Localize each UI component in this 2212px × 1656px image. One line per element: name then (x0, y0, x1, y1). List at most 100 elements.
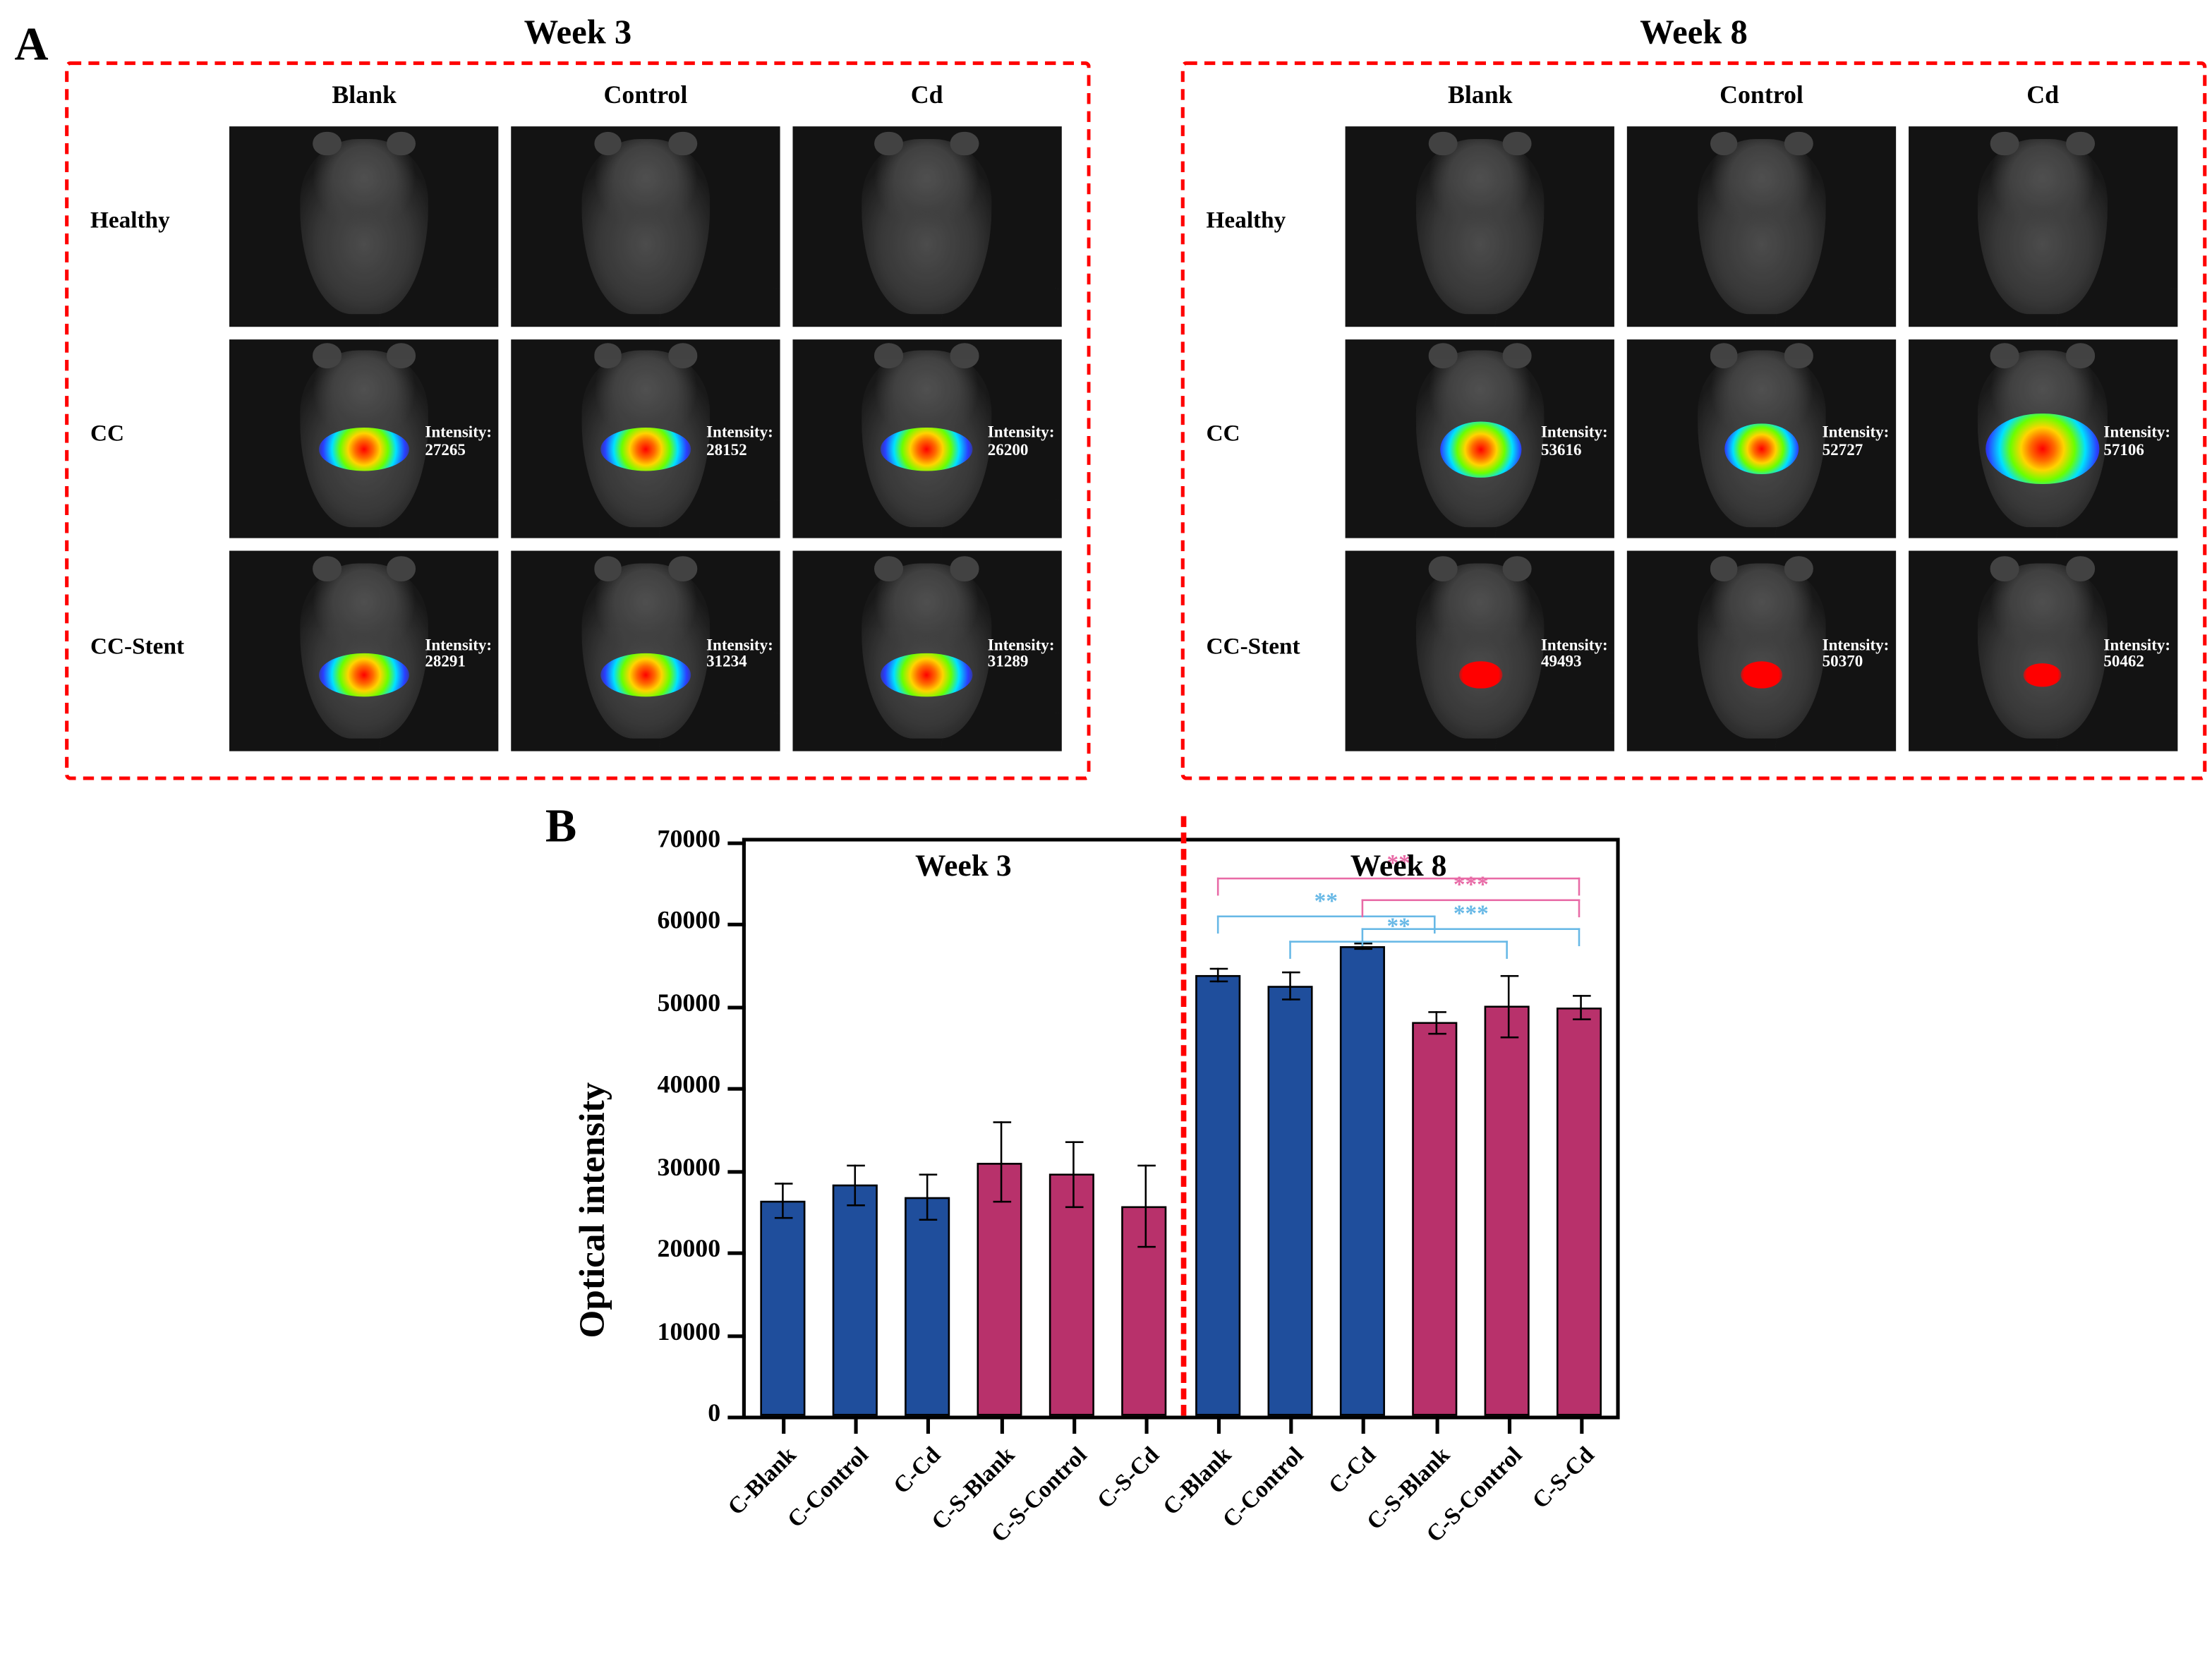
error-bar (1434, 1011, 1437, 1034)
x-tick (927, 1415, 931, 1434)
y-tick (727, 1334, 746, 1337)
x-tick-label: C-S-Cd (1091, 1441, 1165, 1515)
row-label: CC (90, 419, 203, 448)
mouse-tail (658, 272, 780, 327)
x-tick (1362, 1415, 1366, 1434)
error-bar (1217, 968, 1219, 983)
imaging-tile (792, 126, 1062, 327)
x-tick-label: C-S-Cd (1526, 1441, 1600, 1515)
period-label: Week 8 (1272, 849, 1525, 885)
x-tick-label: C-Cd (1324, 1441, 1383, 1500)
scale-wrap: A Week 3 Week 8 BlankControlCdHealthyCCI… (0, 0, 2212, 1656)
imaging-tile: Intensity:57106 (1908, 339, 2177, 539)
signal-blob (1740, 661, 1783, 689)
signal-blob (881, 427, 973, 471)
col-label: Control (511, 83, 780, 112)
mouse-tail (939, 485, 1062, 539)
intensity-label: Intensity:27265 (425, 425, 492, 461)
col-label: Blank (1346, 83, 1615, 112)
imaging-tile: Intensity:52727 (1626, 339, 1896, 539)
col-label: Cd (1908, 83, 2177, 112)
imaging-tile (1908, 126, 2177, 327)
x-tick (1000, 1415, 1003, 1434)
row-label: Healthy (1207, 207, 1319, 236)
chart-bar (1195, 975, 1240, 1415)
x-tick (854, 1415, 858, 1434)
signal-blob (1986, 413, 2100, 485)
y-tick (727, 1005, 746, 1009)
y-tick (727, 1252, 746, 1255)
row-label: CC-Stent (90, 631, 203, 660)
x-tick (1434, 1415, 1438, 1434)
intensity-label: Intensity:31289 (988, 636, 1055, 672)
y-tick-label: 0 (708, 1401, 720, 1430)
x-tick (782, 1415, 785, 1434)
chart-bar (1413, 1023, 1458, 1416)
y-tick-label: 60000 (658, 909, 721, 938)
y-tick-label: 50000 (658, 991, 721, 1020)
panel-a-letter: A (14, 18, 48, 73)
imaging-tile: Intensity:31289 (792, 551, 1062, 751)
mouse-tail (939, 272, 1062, 327)
intensity-label: Intensity:50370 (1823, 636, 1890, 672)
x-tick (1217, 1415, 1221, 1434)
signal-blob (600, 653, 691, 697)
intensity-label: Intensity:57106 (2103, 425, 2170, 461)
imaging-tile: Intensity:27265 (229, 339, 499, 539)
x-tick (1072, 1415, 1076, 1434)
y-tick-label: 10000 (658, 1319, 721, 1348)
x-tick (1507, 1415, 1511, 1434)
mouse-tail (1492, 272, 1615, 327)
signal-blob (600, 427, 691, 471)
error-bar (1000, 1121, 1002, 1203)
imaging-tile: Intensity:50370 (1626, 551, 1896, 751)
chart-bar (759, 1201, 804, 1416)
mouse-tail (1774, 485, 1897, 539)
intensity-label: Intensity:53616 (1541, 425, 1608, 461)
figure-root: A Week 3 Week 8 BlankControlCdHealthyCCI… (0, 0, 2212, 1656)
error-bar (1507, 974, 1509, 1039)
week3-grid-inner: BlankControlCdHealthyCCIntensity:27265In… (94, 87, 1062, 751)
significance-bracket (1362, 899, 1580, 917)
y-tick-label: 70000 (658, 827, 721, 856)
imaging-tile (1626, 126, 1896, 327)
y-tick-label: 40000 (658, 1073, 721, 1102)
period-divider (1181, 816, 1187, 1416)
mouse-tail (658, 697, 780, 751)
error-bar (854, 1164, 857, 1207)
mouse-tail (2055, 485, 2178, 539)
x-tick (1290, 1415, 1293, 1434)
signal-blob (1724, 423, 1799, 475)
chart-bar (1557, 1007, 1602, 1415)
imaging-tile (1346, 126, 1615, 327)
signal-blob (318, 427, 410, 471)
col-label: Control (1626, 83, 1896, 112)
error-bar (1144, 1165, 1147, 1249)
imaging-tile (229, 126, 499, 327)
period-label: Week 3 (837, 849, 1089, 885)
imaging-tile: Intensity:28291 (229, 551, 499, 751)
intensity-label: Intensity:26200 (988, 425, 1055, 461)
mouse-tail (377, 272, 500, 327)
x-tick-label: C-Cd (888, 1441, 948, 1500)
chart-bar (1485, 1006, 1530, 1415)
imaging-tile (511, 126, 780, 327)
mouse-tail (658, 485, 780, 539)
intensity-label: Intensity:52727 (1823, 425, 1890, 461)
week3-grid: BlankControlCdHealthyCCIntensity:27265In… (65, 61, 1091, 780)
imaging-tile: Intensity:53616 (1346, 339, 1615, 539)
x-tick (1580, 1415, 1583, 1434)
error-bar (1290, 972, 1292, 1000)
row-label: CC (1207, 419, 1319, 448)
mouse-tail (377, 485, 500, 539)
imaging-tile: Intensity:31234 (511, 551, 780, 751)
error-bar (1580, 995, 1582, 1020)
y-tick (727, 1170, 746, 1173)
y-tick (727, 1087, 746, 1091)
error-bar (782, 1182, 784, 1219)
intensity-label: Intensity:50462 (2103, 636, 2170, 672)
signal-blob (881, 653, 973, 697)
col-label: Blank (229, 83, 499, 112)
imaging-tile: Intensity:50462 (1908, 551, 2177, 751)
y-tick-label: 30000 (658, 1155, 721, 1184)
